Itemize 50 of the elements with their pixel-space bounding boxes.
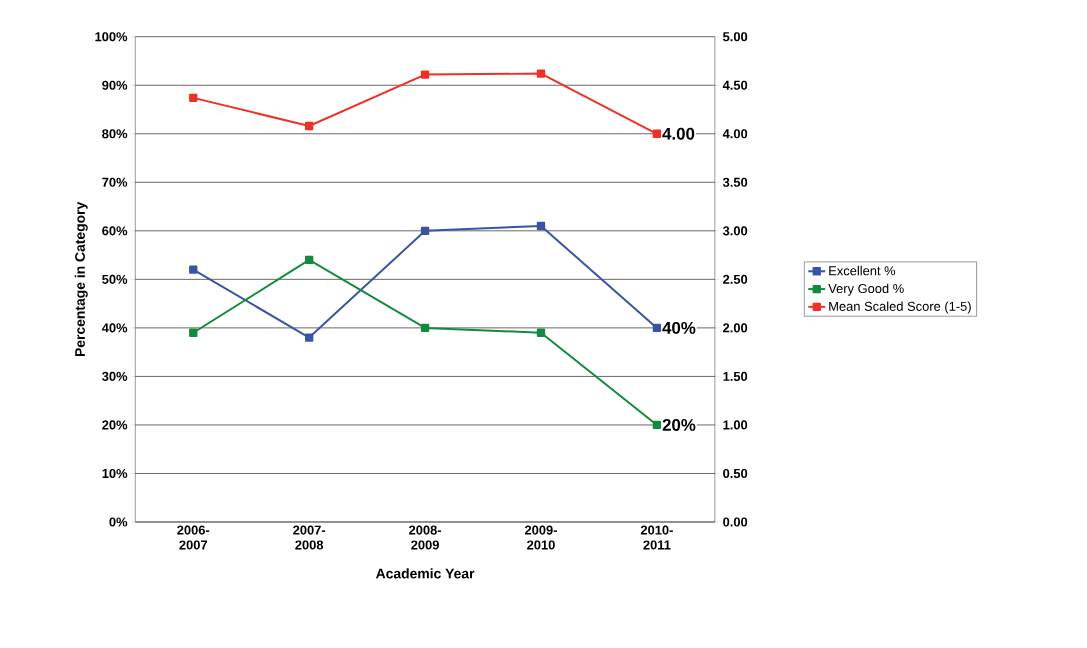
point <box>652 129 662 138</box>
y-tick-label: 70% <box>102 177 128 187</box>
point <box>536 328 546 337</box>
y-tick-label: 80% <box>102 129 128 139</box>
y2-tick-label: 0.50 <box>723 468 748 479</box>
point <box>536 221 546 231</box>
y-tick-label: 100% <box>95 32 128 42</box>
y-tick-label: 40% <box>101 323 128 333</box>
y2-tick-label: 2.50 <box>723 274 748 284</box>
y2-tick-label: 0.00 <box>723 517 748 527</box>
y2-tick-label: 2.00 <box>723 323 748 333</box>
y2-tick-label: 3.00 <box>722 226 748 236</box>
x-axis-title: Academic Year <box>375 568 475 579</box>
y-tick-label: 10% <box>102 468 128 479</box>
y-tick-label: 50% <box>102 274 128 284</box>
point <box>189 328 198 337</box>
y-tick-label: 0% <box>109 517 128 527</box>
y2-tick-label: 3.50 <box>722 177 748 187</box>
legend-label: Excellent % <box>829 265 896 276</box>
x-tick-label: 2006-2007 <box>177 525 210 550</box>
point <box>652 420 662 430</box>
y-tick-label: 20% <box>102 420 128 430</box>
point <box>305 121 314 131</box>
y-tick-label: 90% <box>102 80 128 90</box>
point <box>189 265 198 274</box>
point <box>420 70 430 79</box>
legend-label: Very Good % <box>828 283 904 296</box>
data-label: 4.00 <box>662 127 695 140</box>
point <box>652 323 662 333</box>
point <box>536 69 546 78</box>
x-tick-label: 2008-2009 <box>409 525 442 550</box>
point <box>305 333 314 342</box>
y2-tick-label: 4.00 <box>722 129 748 139</box>
x-tick-label: 2010-2011 <box>640 525 673 550</box>
y2-tick-label: 5.00 <box>723 32 748 42</box>
point <box>305 255 314 265</box>
y-tick-label: 60% <box>102 226 128 236</box>
data-label: 20% <box>662 418 696 431</box>
point <box>420 323 430 333</box>
data-label: 40% <box>662 321 696 334</box>
y-tick-label: 30% <box>102 371 128 381</box>
point <box>189 93 198 103</box>
y2-tick-label: 1.50 <box>723 371 748 381</box>
x-tick-label: 2007-2008 <box>293 525 326 550</box>
x-tick-label: 2009-2010 <box>524 525 557 550</box>
legend-label: Mean Scaled Score (1-5) <box>829 301 971 314</box>
point <box>420 226 430 235</box>
y2-tick-label: 1.00 <box>723 420 748 430</box>
y-axis-title: Percentage in Category <box>74 201 88 356</box>
y2-tick-label: 4.50 <box>722 80 748 90</box>
